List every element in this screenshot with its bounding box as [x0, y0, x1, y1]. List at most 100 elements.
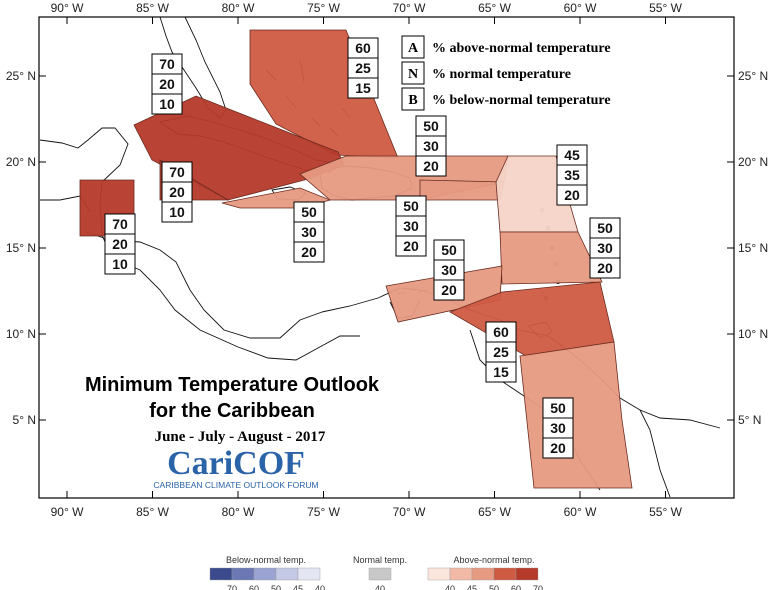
prob-value-below: 20: [301, 244, 317, 260]
prob-value-above: 50: [423, 118, 439, 134]
map-title: Minimum Temperature Outlook for the Cari…: [85, 374, 380, 445]
legend-tick-above-0: 40: [445, 584, 455, 590]
y-tick-label-left-3: 10° N: [6, 327, 36, 341]
prob-value-normal: 35: [564, 167, 580, 183]
key-box-n: [401, 61, 425, 85]
x-tick-label-bottom-4: 70° W: [393, 505, 426, 519]
y-tick-label-right-2: 15° N: [738, 241, 768, 255]
legend-swatch-below-4: [297, 567, 321, 581]
y-tick-label-right-1: 20° N: [738, 155, 768, 169]
prob-value-below: 10: [112, 256, 128, 272]
prob-value-above: 50: [597, 220, 613, 236]
prob-value-normal: 30: [403, 218, 419, 234]
legend-tick-above-3: 60: [511, 584, 521, 590]
x-tick-label-top-1: 85° W: [136, 1, 169, 15]
region-puerto-rico: [419, 179, 505, 201]
title-line-1: Minimum Temperature Outlook: [85, 374, 380, 396]
x-tick-label-top-4: 70° W: [393, 1, 426, 15]
y-tick-label-left-2: 15° N: [6, 241, 36, 255]
prob-value-normal: 20: [159, 76, 175, 92]
key-letter-a: A: [408, 41, 419, 56]
x-tick-label-top-5: 65° W: [478, 1, 511, 15]
prob-value-normal: 20: [112, 236, 128, 252]
logo-name: CariCOF: [167, 445, 305, 482]
prob-value-below: 10: [169, 204, 185, 220]
legend-swatch-above-3: [493, 567, 517, 581]
prob-value-above: 70: [169, 164, 185, 180]
legend-tick-below-2: 50: [271, 584, 281, 590]
legend-tick-below-0: 70: [227, 584, 237, 590]
key-desc-below: % below-normal temperature: [432, 93, 611, 108]
prob-value-below: 20: [550, 440, 566, 456]
prob-box-cayman: 70 20 10: [161, 161, 193, 223]
x-tick-label-bottom-2: 80° W: [222, 505, 255, 519]
prob-box-belize: 70 20 10: [104, 213, 136, 275]
axis-ticks: 90° W 90° W 85° W 85° W 80° W 80° W 75° W 75° W…: [6, 1, 768, 519]
legend-swatch-above-4: [515, 567, 539, 581]
x-tick-label-top-6: 60° W: [564, 1, 597, 15]
prob-value-normal: 30: [550, 420, 566, 436]
prob-cell-below: [415, 155, 447, 177]
legend-swatch-below-2: [253, 567, 277, 581]
prob-value-above: 50: [550, 400, 566, 416]
legend-swatches: 70 60 50 45 40 40 40 45 50 60 70: [209, 567, 543, 590]
legend-swatch-below-0: [209, 567, 233, 581]
title-season: June - July - August - 2017: [155, 429, 326, 445]
prob-value-above: 60: [355, 40, 371, 56]
map-frame: [38, 16, 735, 499]
region-guianas: [519, 341, 633, 489]
legend-tick-above-1: 45: [467, 584, 477, 590]
x-tick-label-bottom-3: 75° W: [307, 505, 340, 519]
legend-title-normal: Normal temp.: [353, 555, 407, 565]
legend-title-below: Below-normal temp.: [226, 555, 306, 565]
x-tick-label-top-0: 90° W: [51, 1, 84, 15]
logo-tagline: CARIBBEAN CLIMATE OUTLOOK FORUM: [153, 480, 318, 490]
prob-value-normal: 30: [441, 262, 457, 278]
prob-value-normal: 25: [355, 60, 371, 76]
x-tick-label-bottom-1: 85° W: [136, 505, 169, 519]
prob-value-normal: 20: [169, 184, 185, 200]
x-tick-label-bottom-5: 65° W: [478, 505, 511, 519]
prob-value-below: 20: [564, 187, 580, 203]
prob-cell-below: [556, 184, 588, 206]
legend-swatch-above-2: [471, 567, 495, 581]
prob-box-hispaniola: 50 30 20: [395, 195, 427, 257]
y-tick-label-right-0: 25° N: [738, 69, 768, 83]
legend-tick-above-2: 50: [489, 584, 499, 590]
prob-value-above: 50: [403, 198, 419, 214]
key-letter-b: B: [408, 93, 417, 108]
prob-value-above: 45: [564, 147, 580, 163]
key-box-b: [401, 87, 425, 111]
y-tick-label-left-4: 5° N: [13, 413, 36, 427]
legend-swatch-below-3: [275, 567, 299, 581]
legend-swatch-normal-0: [368, 567, 392, 581]
legend-title-above: Above-normal temp.: [453, 555, 534, 565]
color-legend: Below-normal temp. Normal temp. Above-no…: [209, 555, 543, 590]
prob-box-puerto-rico: 50 30 20: [415, 115, 447, 177]
probability-labels: 60 25 15 70 20 10 70 20 10 70 20 10 50 30 20 50 30 20 50 30…: [104, 37, 621, 459]
prob-value-below: 10: [159, 96, 175, 112]
prob-value-below: 20: [441, 282, 457, 298]
prob-value-normal: 25: [493, 344, 509, 360]
legend-swatch-above-1: [449, 567, 473, 581]
prob-cell-below: [395, 235, 427, 257]
y-tick-label-left-1: 20° N: [6, 155, 36, 169]
legend-tick-normal-0: 40: [375, 584, 385, 590]
key-desc-above: % above-normal temperature: [432, 41, 611, 56]
x-tick-label-bottom-6: 60° W: [564, 505, 597, 519]
prob-box-abc-islands: 50 30 20: [433, 239, 465, 301]
prob-cell-below: [589, 257, 621, 279]
legend-tick-below-4: 40: [315, 584, 325, 590]
prob-value-above: 50: [441, 242, 457, 258]
prob-cell-below: [347, 77, 379, 99]
y-tick-label-left-0: 25° N: [6, 69, 36, 83]
prob-value-above: 60: [493, 324, 509, 340]
prob-value-below: 20: [403, 238, 419, 254]
caricof-logo: CariCOF CARIBBEAN CLIMATE OUTLOOK FORUM: [153, 445, 318, 490]
key-box-a: [401, 35, 425, 59]
prob-value-above: 50: [301, 204, 317, 220]
key-letter-n: N: [408, 67, 418, 82]
prob-box-jamaica: 50 30 20: [293, 201, 325, 263]
prob-cell-below: [293, 241, 325, 263]
